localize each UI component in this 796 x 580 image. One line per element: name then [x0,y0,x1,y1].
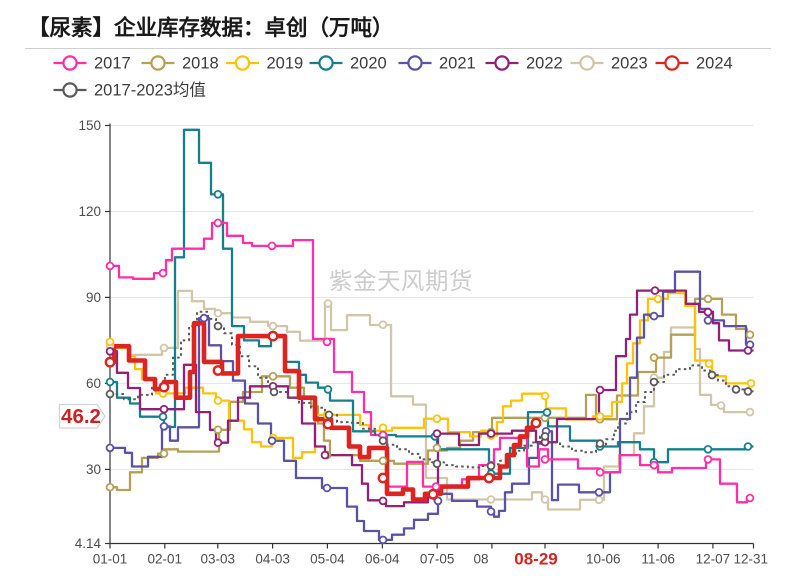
svg-text:90: 90 [86,290,101,305]
svg-text:150: 150 [78,118,101,133]
svg-text:2020: 2020 [350,55,387,73]
svg-text:【尿素】企业库存数据：卓创（万吨）: 【尿素】企业库存数据：卓创（万吨） [28,15,394,40]
svg-text:06-04: 06-04 [365,552,400,567]
svg-text:120: 120 [78,204,101,219]
svg-text:04-03: 04-03 [255,552,290,567]
svg-text:2017: 2017 [94,55,131,73]
svg-text:12-07: 12-07 [696,552,731,567]
svg-text:01-01: 01-01 [93,552,128,567]
svg-text:11-06: 11-06 [641,552,675,567]
svg-text:4.14: 4.14 [75,536,102,551]
svg-text:30: 30 [86,462,101,477]
svg-text:10-06: 10-06 [586,552,621,567]
svg-text:08: 08 [473,552,488,567]
svg-text:12-31: 12-31 [734,552,769,567]
svg-text:2022: 2022 [526,55,563,73]
svg-text:02-01: 02-01 [148,552,183,567]
svg-text:03-03: 03-03 [201,552,236,567]
svg-text:60: 60 [86,376,101,391]
svg-text:2021: 2021 [439,55,476,73]
svg-text:05-04: 05-04 [310,552,345,567]
svg-text:紫金天风期货: 紫金天风期货 [329,268,473,294]
svg-text:08-29: 08-29 [514,550,557,569]
svg-text:2019: 2019 [267,55,304,73]
svg-text:2018: 2018 [182,55,219,73]
svg-text:2017-2023均值: 2017-2023均值 [94,81,206,100]
svg-text:2023: 2023 [611,55,648,73]
svg-text:46.2: 46.2 [61,405,101,428]
svg-text:07-05: 07-05 [420,552,455,567]
svg-text:2024: 2024 [696,55,733,73]
